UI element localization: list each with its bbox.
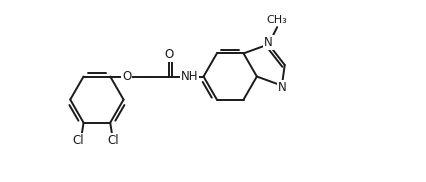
- Text: CH₃: CH₃: [267, 15, 288, 25]
- Text: Cl: Cl: [108, 134, 119, 147]
- Text: O: O: [164, 48, 173, 61]
- Text: O: O: [122, 70, 131, 83]
- Text: NH: NH: [181, 70, 198, 83]
- Text: N: N: [278, 81, 286, 94]
- Text: Cl: Cl: [72, 134, 84, 147]
- Text: N: N: [264, 36, 273, 49]
